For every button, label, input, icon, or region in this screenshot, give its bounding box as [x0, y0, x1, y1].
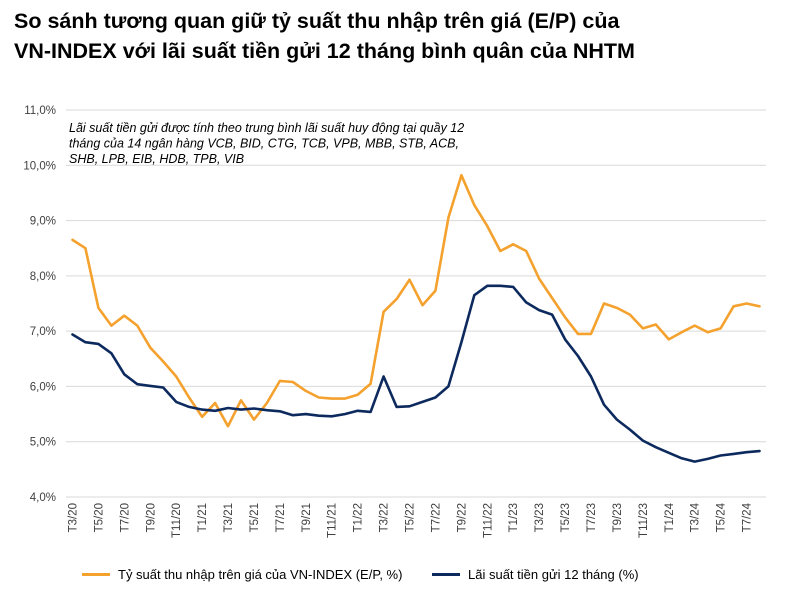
- x-tick-label: T11/20: [171, 503, 183, 538]
- x-tick-label: T7/22: [430, 503, 442, 532]
- x-tick-label: T9/22: [456, 503, 468, 532]
- y-tick-label: 5,0%: [30, 437, 56, 449]
- legend-item-deposit-rate: Lãi suất tiền gửi 12 tháng (%): [432, 567, 639, 582]
- x-tick-label: T7/21: [275, 503, 287, 532]
- x-tick-label: T1/21: [197, 503, 209, 532]
- x-tick-label: T1/23: [508, 503, 520, 532]
- x-tick-label: T1/22: [353, 503, 365, 532]
- series-lines: [71, 173, 761, 463]
- y-tick-label: 6,0%: [30, 381, 56, 393]
- legend-swatch-deposit-rate: [432, 573, 460, 576]
- x-tick-label: T1/24: [664, 502, 676, 532]
- x-axis-tick-labels: T3/20 T5/20 T7/20 T9/20 T11/20 T1/21 T3/21 T5/2…: [67, 502, 753, 538]
- x-tick-label: T11/22: [482, 503, 494, 538]
- y-tick-label: 4,0%: [30, 492, 56, 504]
- y-tick-label: 11,0%: [24, 105, 56, 117]
- x-tick-label: T11/23: [638, 503, 650, 538]
- x-tick-label: T3/21: [223, 503, 235, 532]
- y-tick-label: 10,0%: [23, 160, 56, 172]
- x-tick-label: T7/20: [119, 503, 131, 532]
- x-tick-label: T5/24: [716, 502, 728, 532]
- x-tick-label: T7/24: [742, 502, 754, 532]
- y-tick-label: 7,0%: [30, 326, 56, 338]
- x-tick-label: T5/21: [249, 503, 261, 532]
- y-tick-label: 8,0%: [30, 271, 56, 283]
- x-tick-label: T7/23: [586, 503, 598, 532]
- x-tick-label: T11/21: [327, 503, 339, 538]
- series-line-deposit-rate: [71, 284, 761, 463]
- x-tick-label: T9/21: [301, 503, 313, 532]
- legend-label-ep: Tỷ suất thu nhập trên giá của VN-INDEX (…: [118, 567, 403, 582]
- annotation-line: tháng của 14 ngân hàng VCB, BID, CTG, TC…: [69, 137, 459, 151]
- x-tick-label: T5/23: [560, 503, 572, 532]
- x-tick-label: T9/23: [612, 503, 624, 532]
- chart-title-line-1: So sánh tương quan giữ tỷ suất thu nhập …: [14, 9, 620, 33]
- annotation-line: SHB, LPB, EIB, HDB, TPB, VIB: [69, 152, 244, 166]
- gridlines: [66, 109, 766, 498]
- x-tick-label: T3/20: [67, 503, 79, 532]
- legend: Tỷ suất thu nhập trên giá của VN-INDEX (…: [82, 567, 782, 587]
- series-line-ep: [71, 173, 761, 428]
- annotation-line: Lãi suất tiền gửi được tính theo trung b…: [69, 121, 464, 135]
- y-tick-label: 9,0%: [30, 216, 56, 228]
- chart-annotation: Lãi suất tiền gửi được tính theo trung b…: [69, 121, 464, 166]
- x-tick-label: T5/22: [405, 503, 417, 532]
- legend-label-deposit-rate: Lãi suất tiền gửi 12 tháng (%): [468, 567, 639, 582]
- chart-title: So sánh tương quan giữ tỷ suất thu nhập …: [14, 6, 794, 66]
- x-tick-label: T3/23: [534, 503, 546, 532]
- chart-title-line-2: VN-INDEX với lãi suất tiền gửi 12 tháng …: [14, 39, 635, 63]
- x-tick-label: T3/24: [690, 502, 702, 532]
- x-tick-label: T9/20: [145, 503, 157, 532]
- y-axis-tick-labels: 4,0% 5,0% 6,0% 7,0% 8,0% 9,0% 10,0% 11,0%: [23, 105, 56, 504]
- legend-swatch-ep: [82, 573, 110, 576]
- x-tick-label: T3/22: [379, 503, 391, 532]
- x-tick-label: T5/20: [93, 503, 105, 532]
- legend-item-ep: Tỷ suất thu nhập trên giá của VN-INDEX (…: [82, 567, 402, 582]
